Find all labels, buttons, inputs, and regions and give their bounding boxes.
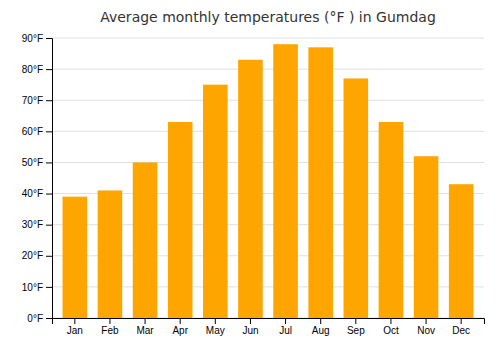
x-tick-mark bbox=[250, 318, 251, 324]
bar bbox=[308, 47, 333, 318]
y-tick-mark bbox=[46, 318, 52, 319]
x-tick-mark bbox=[145, 318, 146, 324]
bar bbox=[238, 60, 263, 318]
y-tick-mark bbox=[46, 162, 52, 163]
x-tick-label: Aug bbox=[312, 325, 330, 336]
y-tick-mark bbox=[46, 256, 52, 257]
x-tick-label: Mar bbox=[136, 325, 154, 336]
y-tick-label: 80°F bbox=[22, 64, 43, 75]
y-tick-mark bbox=[46, 100, 52, 101]
y-tick: 30°F bbox=[22, 219, 52, 230]
x-tick: Jul bbox=[279, 318, 292, 336]
grid bbox=[52, 38, 484, 318]
grid-line bbox=[52, 38, 484, 39]
x-tick: Jun bbox=[242, 318, 258, 336]
grid-line bbox=[52, 131, 484, 132]
x-axis-line bbox=[53, 319, 485, 325]
x-tick: Feb bbox=[101, 318, 119, 336]
x-tick-mark bbox=[109, 318, 110, 324]
x-tick: Dec bbox=[452, 318, 470, 336]
bar bbox=[344, 78, 369, 318]
x-tick-mark bbox=[180, 318, 181, 324]
x-tick-mark bbox=[74, 318, 75, 324]
x-tick: Apr bbox=[172, 318, 188, 336]
x-tick-label: Dec bbox=[452, 325, 470, 336]
y-tick: 50°F bbox=[22, 157, 52, 168]
x-tick-mark bbox=[355, 318, 356, 324]
y-tick: 60°F bbox=[22, 126, 52, 137]
y-tick-label: 40°F bbox=[22, 188, 43, 199]
y-tick-label: 90°F bbox=[22, 33, 43, 44]
x-tick-mark bbox=[320, 318, 321, 324]
y-tick-mark bbox=[46, 69, 52, 70]
y-tick-mark bbox=[46, 287, 52, 288]
x-tick-label: Jan bbox=[67, 325, 83, 336]
y-axis: 0°F 10°F 20°F 30°F 40°F 50°F 60°F 70°F 80°F 90°F bbox=[22, 33, 53, 324]
chart: 0°F 10°F 20°F 30°F 40°F 50°F 60°F 70°F 80°F 90°F J… bbox=[0, 0, 500, 350]
x-axis: Jan Feb Mar Apr May Jun Jul Aug Sep Oct Nov Dec bbox=[53, 318, 485, 336]
y-tick: 80°F bbox=[22, 64, 52, 75]
grid-line bbox=[52, 69, 484, 70]
y-tick-label: 20°F bbox=[22, 250, 43, 261]
x-tick-label: May bbox=[206, 325, 225, 336]
x-tick-label: Apr bbox=[172, 325, 188, 336]
bars bbox=[63, 44, 474, 318]
x-tick: May bbox=[206, 318, 225, 336]
y-tick: 90°F bbox=[22, 33, 52, 44]
y-tick: 70°F bbox=[22, 95, 52, 106]
x-tick-mark bbox=[285, 318, 286, 324]
bar bbox=[379, 122, 404, 318]
y-tick-label: 10°F bbox=[22, 282, 43, 293]
x-tick-label: Sep bbox=[347, 325, 365, 336]
x-tick-mark bbox=[390, 318, 391, 324]
title: Average monthly temperatures (°F ) in Gu… bbox=[100, 9, 436, 25]
y-tick-label: 0°F bbox=[27, 313, 43, 324]
bar bbox=[273, 44, 298, 318]
y-tick-label: 30°F bbox=[22, 219, 43, 230]
y-tick-label: 60°F bbox=[22, 126, 43, 137]
y-tick-mark bbox=[46, 131, 52, 132]
y-tick: 0°F bbox=[27, 313, 52, 324]
plot-area: 0°F 10°F 20°F 30°F 40°F 50°F 60°F 70°F 80°F 90°F J… bbox=[22, 33, 485, 336]
y-tick-label: 70°F bbox=[22, 95, 43, 106]
bar bbox=[98, 190, 123, 318]
y-tick: 40°F bbox=[22, 188, 52, 199]
x-tick-mark bbox=[426, 318, 427, 324]
x-tick-mark bbox=[461, 318, 462, 324]
y-tick: 20°F bbox=[22, 250, 52, 261]
x-tick-mark bbox=[215, 318, 216, 324]
bar bbox=[133, 162, 158, 318]
x-tick-label: Jun bbox=[242, 325, 258, 336]
y-tick-mark bbox=[46, 38, 52, 39]
x-tick-label: Feb bbox=[101, 325, 119, 336]
x-tick: Jan bbox=[67, 318, 83, 336]
grid-line bbox=[52, 100, 484, 101]
bar bbox=[449, 184, 474, 318]
x-tick-label: Jul bbox=[279, 325, 292, 336]
y-tick-mark bbox=[46, 194, 52, 195]
y-axis-line bbox=[46, 39, 53, 319]
y-tick-label: 50°F bbox=[22, 157, 43, 168]
y-tick-mark bbox=[46, 225, 52, 226]
x-tick: Sep bbox=[347, 318, 365, 336]
x-tick: Aug bbox=[312, 318, 330, 336]
x-tick: Mar bbox=[136, 318, 154, 336]
x-tick-label: Nov bbox=[417, 325, 435, 336]
y-tick: 10°F bbox=[22, 282, 52, 293]
bar bbox=[63, 197, 88, 318]
bar bbox=[414, 156, 439, 318]
bar bbox=[168, 122, 193, 318]
x-tick: Oct bbox=[383, 318, 399, 336]
x-tick: Nov bbox=[417, 318, 435, 336]
bar bbox=[203, 85, 228, 318]
x-tick-label: Oct bbox=[383, 325, 399, 336]
